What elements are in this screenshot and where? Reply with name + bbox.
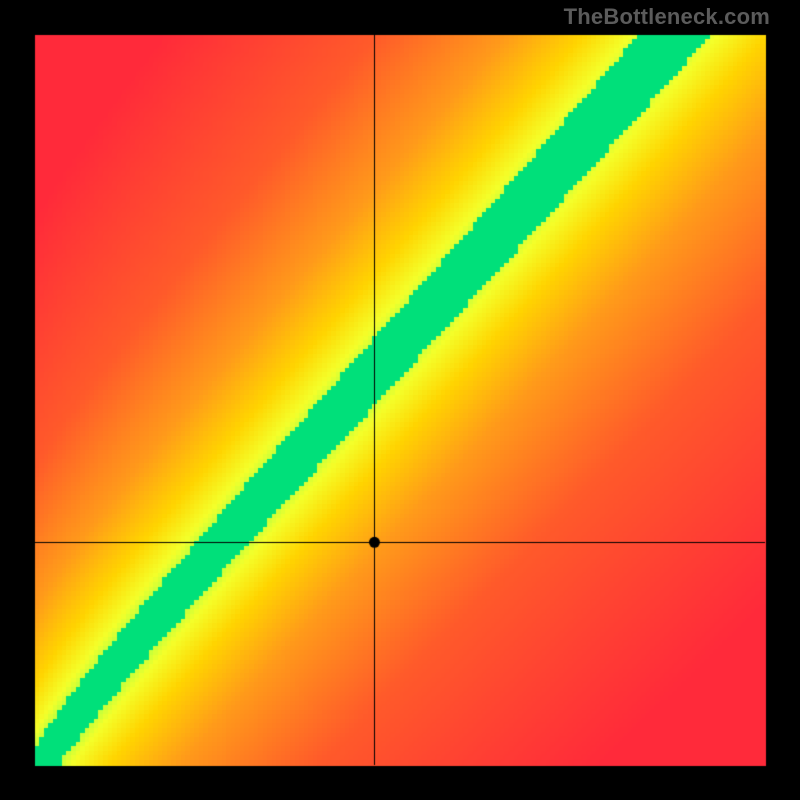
bottleneck-heatmap-canvas xyxy=(0,0,800,800)
chart-container: TheBottleneck.com xyxy=(0,0,800,800)
watermark-text: TheBottleneck.com xyxy=(564,4,770,30)
